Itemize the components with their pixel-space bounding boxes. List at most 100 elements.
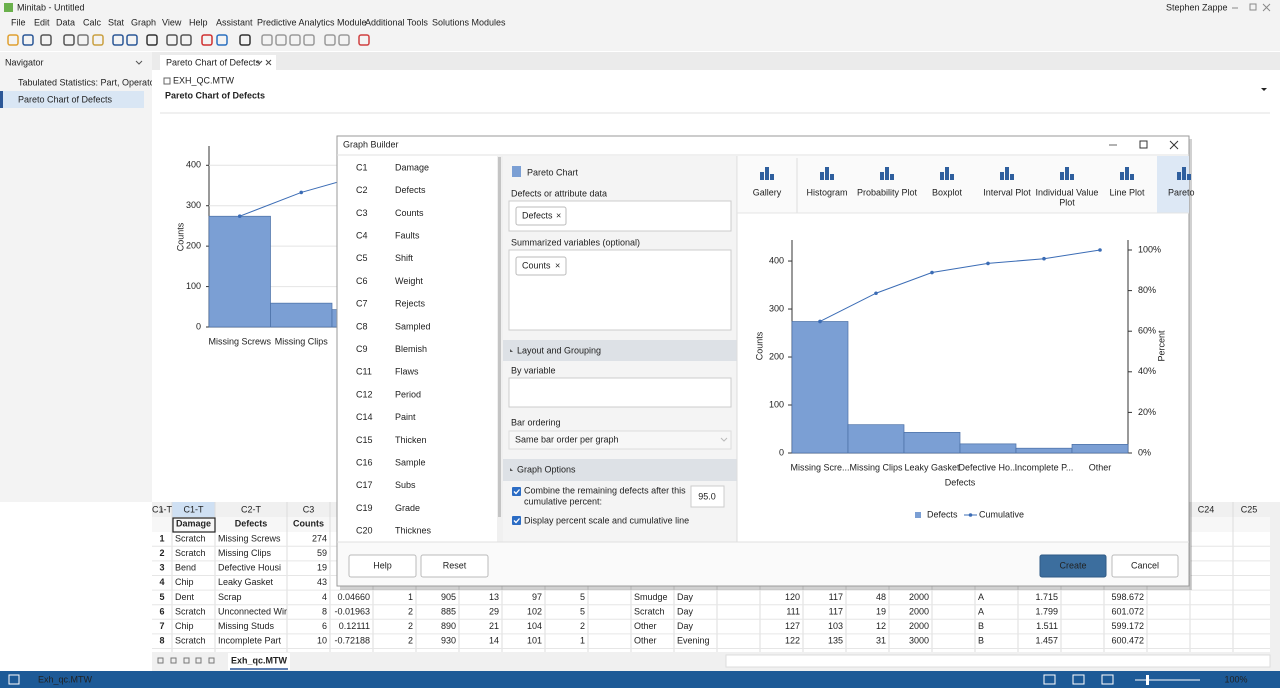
cell[interactable]: Incomplete Part xyxy=(218,636,282,646)
column-header[interactable]: C1-T xyxy=(184,504,205,514)
cell[interactable]: Scratch xyxy=(175,606,206,616)
column-header[interactable]: C2-T xyxy=(241,504,262,514)
cell[interactable]: 97 xyxy=(532,592,542,602)
menu-item[interactable]: View xyxy=(162,17,182,27)
gallery-label[interactable]: Boxplot xyxy=(932,187,963,197)
cell[interactable]: Scratch xyxy=(175,548,206,558)
by-variable-field[interactable] xyxy=(509,378,731,407)
column-name[interactable]: Faults xyxy=(395,230,420,240)
cell[interactable]: 29 xyxy=(489,606,499,616)
cell[interactable]: 890 xyxy=(441,621,456,631)
cell[interactable]: Day xyxy=(677,621,694,631)
column-name[interactable]: Flaws xyxy=(395,367,419,377)
cell[interactable]: Other xyxy=(634,621,657,631)
gallery-label[interactable]: Individual Value xyxy=(1036,187,1099,197)
column-name[interactable]: Damage xyxy=(395,162,429,172)
gallery-label[interactable]: Line Plot xyxy=(1109,187,1145,197)
column-name[interactable]: Counts xyxy=(395,208,424,218)
cell[interactable]: 1.799 xyxy=(1035,606,1058,616)
menu-item[interactable]: File xyxy=(11,17,26,27)
column-name[interactable]: Thicknes xyxy=(395,526,432,536)
menu-item[interactable]: Help xyxy=(189,17,208,27)
gallery-label[interactable]: Interval Plot xyxy=(983,187,1031,197)
gallery-label[interactable]: Gallery xyxy=(753,187,782,197)
cell[interactable]: Scrap xyxy=(218,592,242,602)
cell[interactable]: 13 xyxy=(489,592,499,602)
cell[interactable]: 120 xyxy=(785,592,800,602)
cell[interactable]: 885 xyxy=(441,606,456,616)
navigator-item[interactable]: Tabulated Statistics: Part, Operator xyxy=(18,77,158,87)
cell[interactable]: 8 xyxy=(322,606,327,616)
cell[interactable]: 2000 xyxy=(909,592,929,602)
cell[interactable]: Scratch xyxy=(175,636,206,646)
menu-item[interactable]: Predictive Analytics Module xyxy=(257,17,367,27)
cell[interactable]: 2000 xyxy=(909,606,929,616)
cell[interactable]: 111 xyxy=(786,606,800,616)
cell[interactable]: 5 xyxy=(580,592,585,602)
column-header[interactable]: C25 xyxy=(1241,504,1258,514)
cell[interactable]: 135 xyxy=(828,636,843,646)
column-name[interactable]: Counts xyxy=(293,518,324,528)
cell[interactable]: 2 xyxy=(408,621,413,631)
column-name[interactable]: Defects xyxy=(395,185,426,195)
column-name[interactable]: Period xyxy=(395,389,421,399)
column-header[interactable]: C24 xyxy=(1198,504,1215,514)
menu-item[interactable]: Assistant xyxy=(216,17,253,27)
column-name[interactable]: Paint xyxy=(395,412,416,422)
cell[interactable]: Missing Studs xyxy=(218,621,275,631)
cell[interactable]: 14 xyxy=(489,636,499,646)
cell[interactable]: 127 xyxy=(785,621,800,631)
navigator-item[interactable]: Pareto Chart of Defects xyxy=(18,94,113,104)
gallery-label[interactable]: Plot xyxy=(1059,197,1075,207)
cell[interactable]: 274 xyxy=(312,533,327,543)
cell[interactable]: Smudge xyxy=(634,592,668,602)
cell[interactable]: Unconnected Wir xyxy=(218,606,287,616)
column-header[interactable]: C3 xyxy=(303,504,315,514)
menu-item[interactable]: Additional Tools xyxy=(365,17,428,27)
cell[interactable]: 4 xyxy=(322,592,327,602)
cell[interactable]: B xyxy=(978,636,984,646)
cell[interactable]: 601.072 xyxy=(1111,606,1144,616)
cell[interactable]: 12 xyxy=(876,621,886,631)
column-name[interactable]: Shift xyxy=(395,253,414,263)
cell[interactable]: 43 xyxy=(317,577,327,587)
cell[interactable]: 1.715 xyxy=(1035,592,1058,602)
cell[interactable]: 117 xyxy=(829,606,843,616)
column-name[interactable]: Grade xyxy=(395,503,420,513)
column-name[interactable]: Blemish xyxy=(395,344,427,354)
cell[interactable]: Bend xyxy=(175,563,196,573)
cell[interactable]: 2 xyxy=(408,636,413,646)
cell[interactable]: Other xyxy=(634,636,657,646)
cell[interactable]: 0.04660 xyxy=(337,592,370,602)
checkbox[interactable] xyxy=(512,487,521,496)
column-name[interactable]: Sample xyxy=(395,457,426,467)
button-label[interactable]: Reset xyxy=(443,560,467,570)
cell[interactable]: Day xyxy=(677,606,694,616)
cell[interactable]: 3000 xyxy=(909,636,929,646)
cell[interactable]: 6 xyxy=(322,621,327,631)
cell[interactable]: 598.672 xyxy=(1111,592,1144,602)
cell[interactable]: 599.172 xyxy=(1111,621,1144,631)
cell[interactable]: 0.12111 xyxy=(339,621,370,631)
cell[interactable]: Missing Clips xyxy=(218,548,272,558)
zoom-thumb[interactable] xyxy=(1146,675,1149,685)
cell[interactable]: Day xyxy=(677,592,694,602)
menu-item[interactable]: Stat xyxy=(108,17,125,27)
cell[interactable]: -0.01963 xyxy=(334,606,370,616)
cell[interactable]: 1 xyxy=(580,636,585,646)
column-name[interactable]: Rejects xyxy=(395,299,426,309)
gallery-label[interactable]: Probability Plot xyxy=(857,187,918,197)
cell[interactable]: 101 xyxy=(527,636,542,646)
cell[interactable]: 117 xyxy=(829,592,843,602)
cell[interactable]: 1.511 xyxy=(1036,621,1058,631)
cell[interactable]: A xyxy=(978,592,984,602)
chip-remove[interactable]: × xyxy=(556,210,561,220)
chip-remove[interactable]: × xyxy=(555,260,560,270)
menu-item[interactable]: Solutions Modules xyxy=(432,17,506,27)
cell[interactable]: 59 xyxy=(317,548,327,558)
cell[interactable]: Leaky Gasket xyxy=(218,577,274,587)
gallery-label[interactable]: Pareto xyxy=(1168,187,1195,197)
cell[interactable]: B xyxy=(978,621,984,631)
cell[interactable]: Evening xyxy=(677,636,710,646)
column-scroll-thumb[interactable] xyxy=(498,157,501,517)
